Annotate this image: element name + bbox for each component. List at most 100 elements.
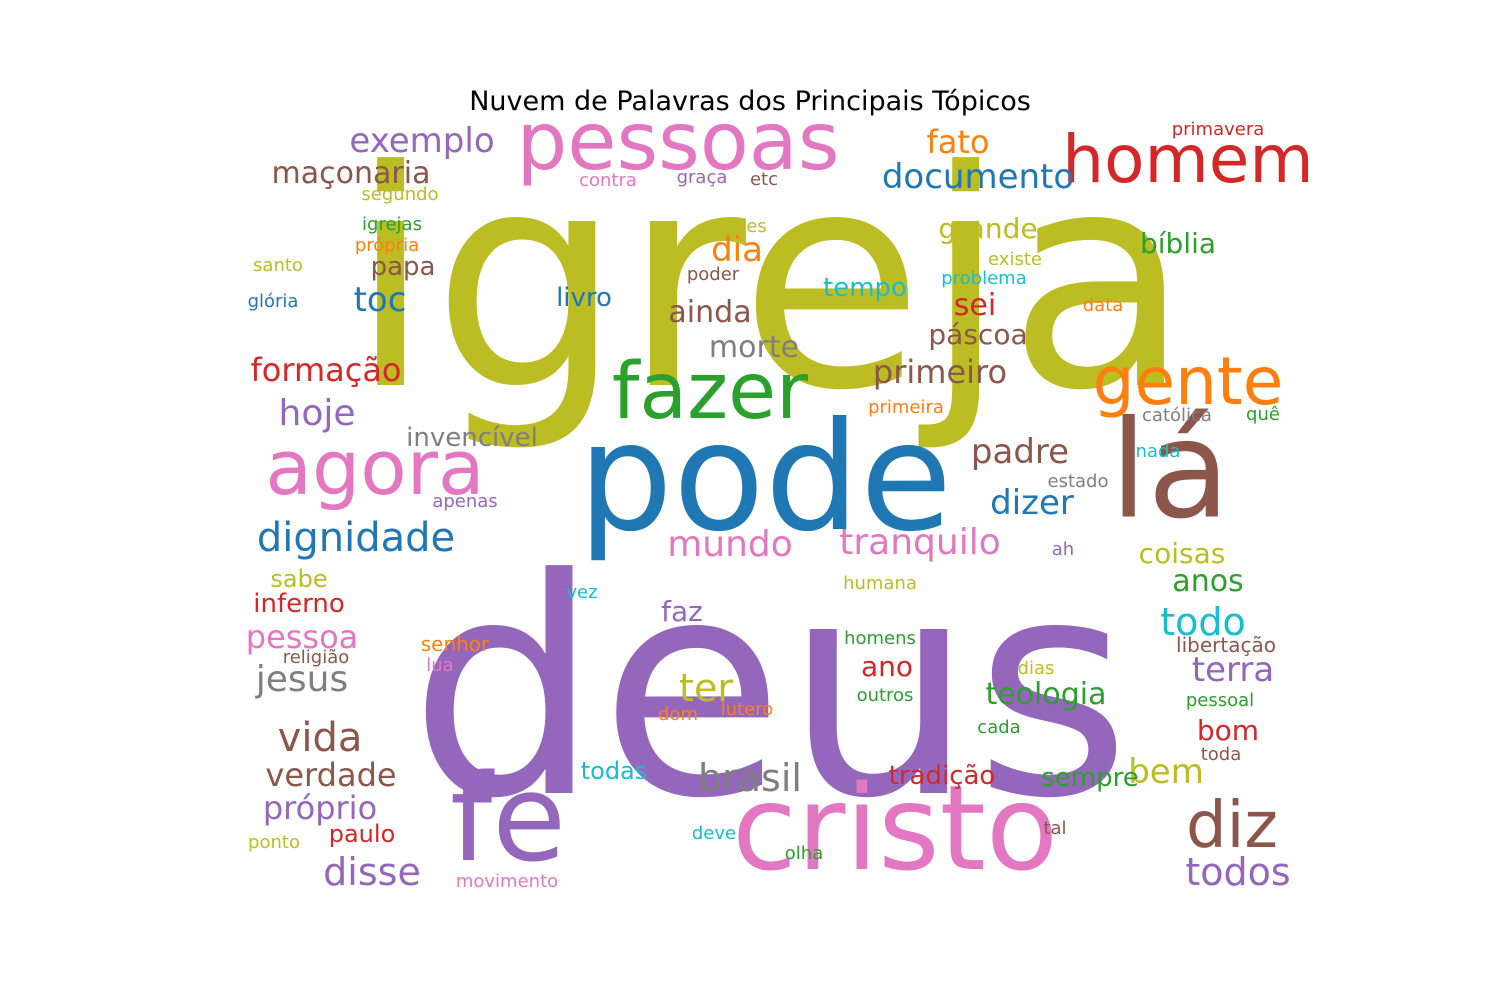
word-morte: morte: [708, 330, 800, 365]
word-ter: ter: [679, 666, 733, 710]
word-vida: vida: [277, 715, 363, 761]
word-estado: estado: [1047, 471, 1109, 492]
word-própria: própria: [354, 235, 420, 256]
word-gente: gente: [1092, 343, 1284, 420]
word-movimento: movimento: [455, 871, 559, 892]
word-outros: outros: [856, 685, 914, 706]
word-apenas: apenas: [432, 491, 498, 512]
word-disse: disse: [323, 850, 421, 894]
word-dias: dias: [1017, 658, 1055, 679]
word-tradição: tradição: [888, 761, 996, 791]
word-fato: fato: [926, 123, 990, 161]
word-católica: católica: [1142, 405, 1212, 426]
word-dom: dom: [658, 704, 698, 725]
word-vezes: vezes: [715, 216, 767, 237]
word-mundo: mundo: [667, 524, 793, 565]
word-anos: anos: [1172, 564, 1244, 599]
word-pessoal: pessoal: [1185, 690, 1255, 711]
word-igreja: igreja: [348, 107, 1192, 456]
word-padre: padre: [970, 432, 1070, 472]
word-pode: pode: [577, 391, 953, 565]
word-santo: santo: [253, 255, 303, 276]
word-bom: bom: [1196, 714, 1260, 747]
word-cristo: cristo: [731, 759, 1059, 897]
word-toc: toc: [353, 280, 407, 320]
word-invencível: invencível: [406, 423, 538, 453]
word-pessoa: pessoa: [245, 618, 359, 656]
word-todas: todas: [580, 757, 648, 785]
word-quê: quê: [1246, 404, 1280, 425]
word-igrejas: igrejas: [362, 214, 422, 235]
word-homens: homens: [844, 628, 916, 649]
word-pessoas: pessoas: [516, 95, 840, 188]
word-primavera: primavera: [1171, 119, 1265, 140]
word-fé: fé: [449, 750, 567, 889]
word-formação: formação: [250, 351, 402, 389]
word-documento: documento: [881, 157, 1075, 197]
word-senhor: senhor: [420, 632, 490, 656]
word-fazer: fazer: [611, 347, 809, 437]
word-diz: diz: [1186, 789, 1278, 863]
word-olha: olha: [784, 843, 824, 864]
word-sabe: sabe: [270, 565, 328, 593]
word-tal: tal: [1043, 818, 1067, 839]
word-lua: lua: [426, 655, 454, 676]
word-primeiro: primeiro: [872, 353, 1008, 391]
word-dizer: dizer: [990, 483, 1074, 523]
word-contra: contra: [579, 170, 637, 191]
word-segundo: segundo: [361, 184, 439, 205]
word-exemplo: exemplo: [349, 121, 495, 161]
word-tempo: tempo: [823, 273, 907, 303]
word-verdade: verdade: [265, 756, 397, 794]
word-todo: todo: [1160, 600, 1246, 644]
word-etc: etc: [749, 169, 779, 190]
word-toda: toda: [1200, 744, 1242, 765]
word-data: data: [1082, 295, 1124, 316]
word-coisas: coisas: [1138, 537, 1226, 570]
word-existe: existe: [988, 249, 1042, 270]
word-ano: ano: [860, 650, 914, 683]
word-livro: livro: [556, 283, 612, 313]
word-vez: vez: [566, 582, 598, 603]
word-todos: todos: [1185, 850, 1291, 894]
word-poder: poder: [686, 264, 740, 285]
word-ainda: ainda: [668, 295, 752, 330]
word-dia: dia: [711, 230, 763, 270]
word-homem: homem: [1062, 121, 1314, 198]
word-cada: cada: [977, 717, 1021, 738]
word-paulo: paulo: [328, 820, 396, 848]
word-tranquilo: tranquilo: [839, 522, 1001, 563]
word-ponto: ponto: [248, 832, 300, 853]
word-humana: humana: [843, 573, 917, 594]
word-lutero: lutero: [720, 699, 774, 720]
word-maçonaria: maçonaria: [271, 156, 431, 191]
word-nada: nada: [1135, 441, 1181, 462]
word-libertação: libertação: [1176, 633, 1276, 657]
word-próprio: próprio: [262, 789, 378, 827]
word-terra: terra: [1191, 650, 1275, 690]
word-lá: lá: [1109, 391, 1231, 549]
word-glória: glória: [247, 291, 299, 312]
word-brasil: brasil: [698, 756, 802, 800]
word-papa: papa: [370, 252, 436, 282]
word-graça: graça: [676, 167, 728, 188]
word-sei: sei: [953, 288, 997, 323]
word-bíblia: bíblia: [1139, 227, 1217, 260]
word-deve: deve: [691, 823, 737, 844]
word-bem: bem: [1128, 752, 1204, 792]
word-dignidade: dignidade: [256, 515, 456, 561]
word-jesus: jesus: [255, 659, 349, 700]
word-faz: faz: [661, 595, 703, 628]
word-teologia: teologia: [985, 677, 1107, 712]
word-páscoa: páscoa: [928, 318, 1028, 351]
word-problema: problema: [941, 268, 1027, 289]
word-religião: religião: [282, 647, 350, 668]
word-inferno: inferno: [253, 589, 345, 619]
word-primeira: primeira: [868, 397, 944, 418]
word-ah: ah: [1051, 539, 1075, 560]
word-sempre: sempre: [1041, 763, 1139, 793]
word-grande: grande: [938, 212, 1038, 245]
word-agora: agora: [265, 423, 485, 512]
